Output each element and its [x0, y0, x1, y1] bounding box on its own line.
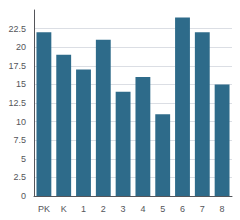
- svg-text:12.5: 12.5: [8, 98, 26, 108]
- svg-text:2: 2: [101, 204, 106, 214]
- svg-text:7: 7: [200, 204, 205, 214]
- svg-text:8: 8: [220, 204, 225, 214]
- svg-text:7.5: 7.5: [13, 135, 26, 145]
- svg-text:17.5: 17.5: [8, 61, 26, 71]
- svg-text:K: K: [61, 204, 67, 214]
- svg-text:2.5: 2.5: [13, 172, 26, 182]
- svg-text:10: 10: [16, 117, 26, 127]
- svg-text:PK: PK: [38, 204, 50, 214]
- svg-text:15: 15: [16, 79, 26, 89]
- svg-text:4: 4: [140, 204, 145, 214]
- svg-text:5: 5: [21, 154, 26, 164]
- svg-text:5: 5: [160, 204, 165, 214]
- svg-text:3: 3: [121, 204, 126, 214]
- svg-text:6: 6: [180, 204, 185, 214]
- svg-text:22.5: 22.5: [8, 24, 26, 34]
- svg-text:0: 0: [21, 191, 26, 201]
- svg-text:20: 20: [16, 42, 26, 52]
- svg-text:1: 1: [81, 204, 86, 214]
